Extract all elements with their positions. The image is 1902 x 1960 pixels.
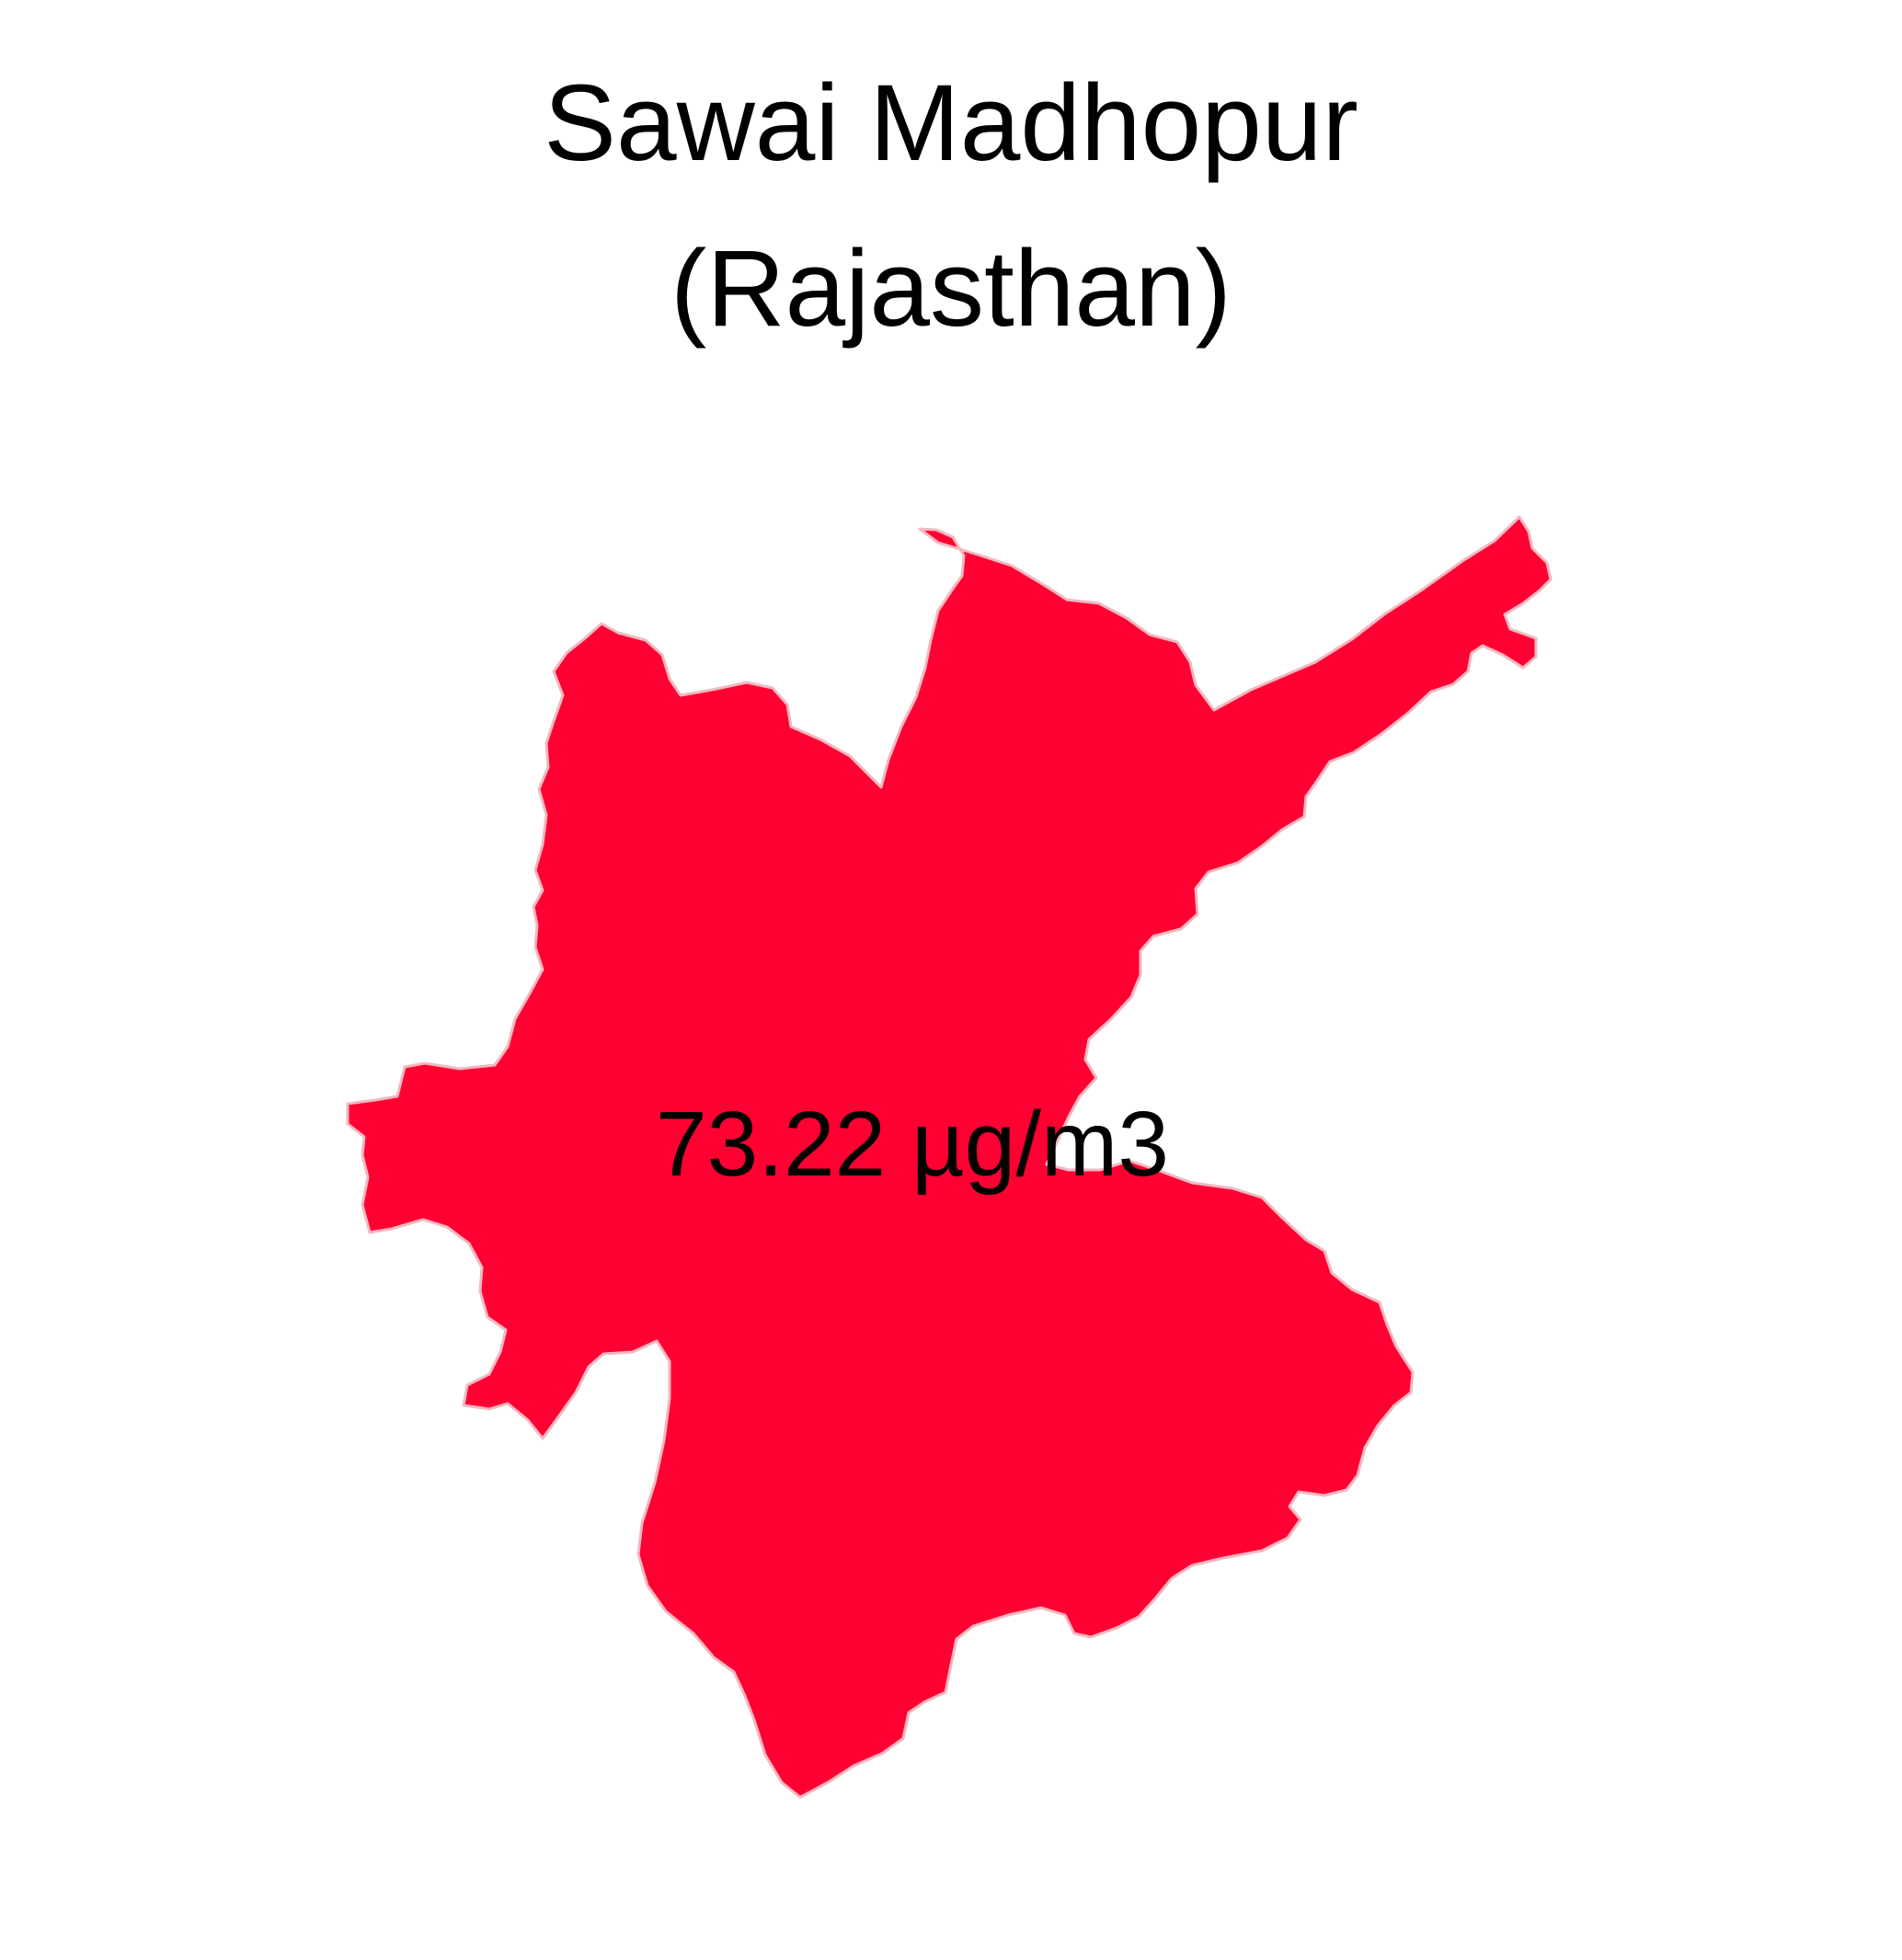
map-title: Sawai Madhopur [544, 63, 1358, 184]
map-subtitle: (Rajasthan) [670, 228, 1232, 350]
district-region-shape [346, 515, 1553, 1799]
value-label: 73.22 µg/m3 [656, 1093, 1169, 1196]
